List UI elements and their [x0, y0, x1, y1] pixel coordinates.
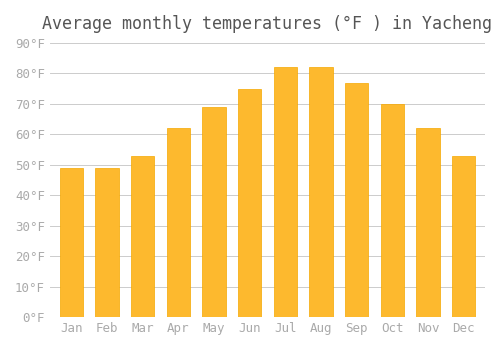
- Bar: [380, 104, 404, 317]
- Bar: [238, 89, 261, 317]
- Bar: [345, 83, 368, 317]
- Bar: [166, 128, 190, 317]
- Bar: [131, 156, 154, 317]
- Title: Average monthly temperatures (°F ) in Yacheng: Average monthly temperatures (°F ) in Ya…: [42, 15, 492, 33]
- Bar: [202, 107, 226, 317]
- Bar: [60, 168, 83, 317]
- Bar: [452, 156, 475, 317]
- Bar: [274, 67, 297, 317]
- Bar: [416, 128, 440, 317]
- Bar: [96, 168, 118, 317]
- Bar: [310, 67, 332, 317]
